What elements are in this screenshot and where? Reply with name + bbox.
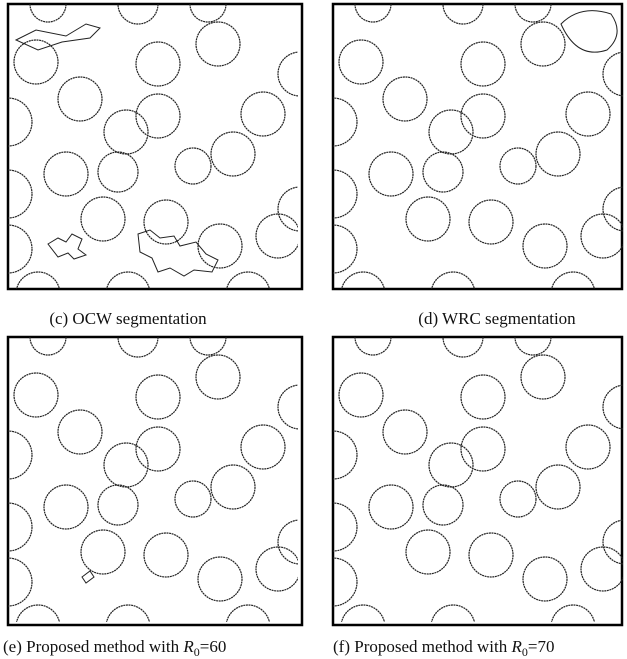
figure: (c) OCW segmentation (d) WRC segmentatio… bbox=[0, 0, 627, 659]
caption-var: R bbox=[182, 637, 194, 656]
caption: (c) OCW segmentation bbox=[49, 309, 207, 328]
panel-d bbox=[309, 0, 627, 316]
caption-text: (e) Proposed method with bbox=[3, 637, 183, 656]
panel-e bbox=[0, 317, 322, 649]
caption-text: (f) Proposed method with bbox=[333, 637, 511, 656]
caption: (e) Proposed method with R0=60 bbox=[3, 637, 226, 659]
caption-text: =60 bbox=[200, 637, 227, 656]
panel-c bbox=[0, 0, 322, 316]
panel-f bbox=[309, 317, 627, 649]
caption-text: =70 bbox=[528, 637, 555, 656]
caption: (f) Proposed method with R0=70 bbox=[333, 637, 554, 659]
caption-var: R bbox=[510, 637, 522, 656]
caption: (d) WRC segmentation bbox=[418, 309, 576, 328]
